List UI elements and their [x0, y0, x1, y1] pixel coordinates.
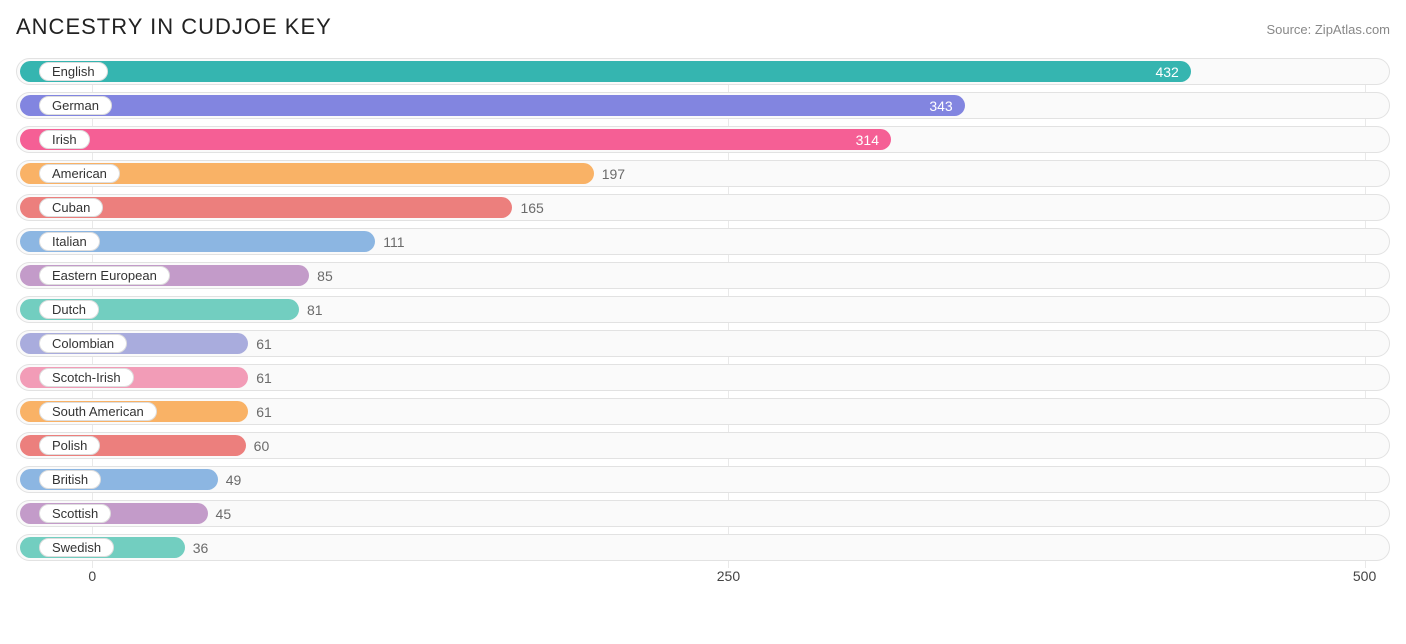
- ancestry-bar-chart: 432 English 343 German 314 Irish American 197 Cu…: [16, 58, 1390, 590]
- bar: 432: [20, 61, 1191, 82]
- bar-row: Swedish 36: [16, 534, 1390, 561]
- bar-value: 343: [929, 95, 952, 116]
- bar-track: American 197: [16, 160, 1390, 187]
- bar-value: 111: [375, 229, 404, 254]
- bar: 343: [20, 95, 965, 116]
- bar-track: Dutch 81: [16, 296, 1390, 323]
- bar-row: 343 German: [16, 92, 1390, 119]
- bar-label: Cuban: [39, 198, 103, 217]
- bar-row: Eastern European 85: [16, 262, 1390, 289]
- bar-track: Scotch-Irish 61: [16, 364, 1390, 391]
- x-tick-label: 250: [717, 568, 740, 584]
- bar-track: 343 German: [16, 92, 1390, 119]
- bar-row: Scottish 45: [16, 500, 1390, 527]
- bar-value: 81: [299, 297, 323, 322]
- bar-track: Cuban 165: [16, 194, 1390, 221]
- bar-row: Polish 60: [16, 432, 1390, 459]
- bar-track: Polish 60: [16, 432, 1390, 459]
- bar-row: 314 Irish: [16, 126, 1390, 153]
- bar-label: British: [39, 470, 101, 489]
- bar-track: Eastern European 85: [16, 262, 1390, 289]
- source-attribution: Source: ZipAtlas.com: [1266, 22, 1390, 37]
- bar-label: English: [39, 62, 108, 81]
- bar-track: Italian 111: [16, 228, 1390, 255]
- bar-label: Dutch: [39, 300, 99, 319]
- bar-label: Colombian: [39, 334, 127, 353]
- bar-label: Eastern European: [39, 266, 170, 285]
- bar-track: British 49: [16, 466, 1390, 493]
- bar-value: 60: [246, 433, 270, 458]
- bar-value: 432: [1155, 61, 1178, 82]
- bar-value: 165: [512, 195, 543, 220]
- bar-label: South American: [39, 402, 157, 421]
- bar-track: Swedish 36: [16, 534, 1390, 561]
- bar-row: Italian 111: [16, 228, 1390, 255]
- bar-label: American: [39, 164, 120, 183]
- bar-value: 85: [309, 263, 333, 288]
- bar-value: 61: [248, 331, 272, 356]
- bar-label: Swedish: [39, 538, 114, 557]
- header: ANCESTRY IN CUDJOE KEY Source: ZipAtlas.…: [16, 14, 1390, 40]
- bar-value: 61: [248, 399, 272, 424]
- bar-track: 432 English: [16, 58, 1390, 85]
- bar-track: Colombian 61: [16, 330, 1390, 357]
- bar-value: 36: [185, 535, 209, 560]
- bar-value: 314: [856, 129, 879, 150]
- bar-row: 432 English: [16, 58, 1390, 85]
- bar-value: 45: [208, 501, 232, 526]
- bar-value: 197: [594, 161, 625, 186]
- bar: 314: [20, 129, 891, 150]
- bar-track: South American 61: [16, 398, 1390, 425]
- x-tick-label: 0: [88, 568, 96, 584]
- bar-row: Cuban 165: [16, 194, 1390, 221]
- x-tick-label: 500: [1353, 568, 1376, 584]
- bar-label: Scotch-Irish: [39, 368, 134, 387]
- bar-label: Italian: [39, 232, 100, 251]
- bar-row: South American 61: [16, 398, 1390, 425]
- bar-label: Irish: [39, 130, 90, 149]
- bar-label: Polish: [39, 436, 100, 455]
- bar-row: American 197: [16, 160, 1390, 187]
- bar-track: 314 Irish: [16, 126, 1390, 153]
- bar-row: Colombian 61: [16, 330, 1390, 357]
- bar-row: British 49: [16, 466, 1390, 493]
- bar-label: German: [39, 96, 112, 115]
- bar-label: Scottish: [39, 504, 111, 523]
- page-title: ANCESTRY IN CUDJOE KEY: [16, 14, 332, 40]
- bar-row: Scotch-Irish 61: [16, 364, 1390, 391]
- bar-track: Scottish 45: [16, 500, 1390, 527]
- bar-value: 61: [248, 365, 272, 390]
- x-axis: 0 250 500: [16, 568, 1390, 590]
- bar-row: Dutch 81: [16, 296, 1390, 323]
- bar-value: 49: [218, 467, 242, 492]
